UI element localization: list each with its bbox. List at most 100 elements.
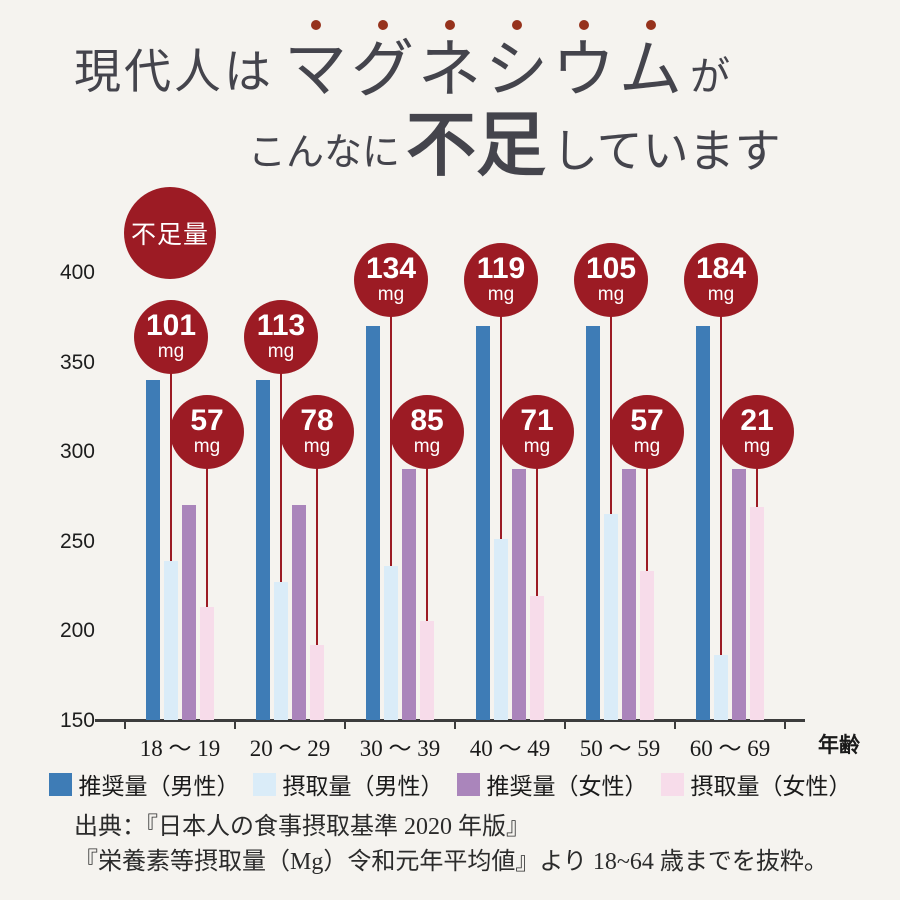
female-deficiency-value: 21 [740, 404, 774, 438]
y-axis-label: 400 [59, 261, 95, 284]
bar-series-1-group-2 [384, 565, 398, 720]
female-deficiency-unit: mg [303, 436, 331, 458]
x-axis-title: 年齢 [818, 733, 860, 757]
legend-swatch-icon [48, 772, 72, 796]
bar-series-0-group-2 [366, 325, 380, 720]
male-deficiency-value: 184 [695, 252, 747, 286]
deficiency-badge-label: 不足量 [130, 222, 209, 249]
bar-series-1-group-5 [714, 655, 728, 720]
male-deficiency-unit: mg [377, 284, 405, 306]
female-deficiency-unit: mg [193, 436, 221, 458]
female-deficiency-circle: 85 mg [390, 395, 464, 469]
emphasized-char: ネ [418, 20, 481, 102]
male-deficiency-value: 134 [365, 252, 417, 286]
bar-series-1-group-1 [274, 582, 288, 720]
legend-item-2: 推奨量（女性） [456, 767, 648, 801]
female-deficiency-connector [756, 432, 758, 507]
bar-series-2-group-3 [512, 469, 526, 720]
bar-series-1-group-4 [604, 513, 618, 720]
bar-series-0-group-4 [586, 325, 600, 720]
bar-series-3-group-5 [750, 506, 764, 720]
bar-series-3-group-0 [200, 607, 214, 720]
female-deficiency-connector [646, 432, 648, 572]
bar-series-0-group-0 [146, 379, 160, 720]
title-shiteimasu: しています [552, 126, 781, 177]
male-deficiency-unit: mg [707, 284, 735, 306]
title-emphasized-word: マグネシウム [282, 20, 684, 102]
bar-series-1-group-0 [164, 560, 178, 720]
source-line-2: 『栄養素等摂取量（Mg）令和元年平均値』より 18~64 歳までを抜粋。 [74, 848, 828, 875]
x-axis-tick [344, 720, 346, 729]
emphasized-char: マ [284, 20, 347, 102]
legend-label: 推奨量（女性） [486, 774, 648, 799]
source-note: 出典：『日本人の食事摂取基準 2020 年版』 『栄養素等摂取量（Mg）令和元年… [74, 810, 828, 880]
emphasized-char: ム [619, 20, 682, 102]
x-axis-tick [674, 720, 676, 729]
x-axis-category: 60 ～ 69 [689, 736, 771, 761]
emphasis-dot-icon [578, 20, 589, 30]
male-deficiency-unit: mg [597, 284, 625, 306]
emphasis-dot-icon [645, 20, 656, 30]
female-deficiency-value: 71 [520, 404, 554, 438]
female-deficiency-unit: mg [413, 436, 441, 458]
legend-label: 推奨量（男性） [78, 774, 240, 799]
title-line-2: こんなに 不足 しています [248, 112, 781, 182]
emphasized-char: ウ [552, 20, 615, 102]
legend-swatch-icon [456, 772, 480, 796]
bar-series-2-group-2 [402, 469, 416, 720]
x-axis-tick [234, 720, 236, 729]
y-axis-label: 250 [59, 529, 95, 553]
male-deficiency-connector [500, 280, 502, 539]
bar-series-0-group-3 [476, 325, 490, 720]
emphasized-char: グ [351, 20, 414, 102]
title-konnani: こんなに [248, 132, 401, 174]
y-axis-label: 200 [59, 619, 95, 643]
male-deficiency-circle: 113 mg [244, 300, 318, 374]
bar-series-2-group-4 [622, 469, 636, 720]
female-deficiency-circle: 78 mg [280, 395, 354, 469]
male-deficiency-circle: 184 mg [684, 243, 758, 317]
male-deficiency-connector [280, 337, 282, 583]
x-axis-category: 40 ～ 49 [469, 736, 551, 761]
y-axis-label: 300 [59, 440, 95, 464]
bar-series-2-group-5 [732, 469, 746, 720]
legend-item-3: 摂取量（女性） [660, 767, 852, 801]
legend-swatch-icon [252, 772, 276, 796]
male-deficiency-value: 101 [145, 309, 197, 343]
emphasized-glyph: ウ [552, 35, 615, 105]
x-axis-tick [454, 720, 456, 729]
x-axis-category: 18 ～ 19 [139, 736, 221, 761]
emphasis-dot-icon [377, 20, 388, 30]
x-axis-category: 30 ～ 39 [359, 736, 441, 761]
y-axis-label: 150 [59, 709, 95, 732]
source-line-1: 出典：『日本人の食事摂取基準 2020 年版』 [74, 814, 530, 840]
bar-series-1-group-3 [494, 539, 508, 720]
female-deficiency-unit: mg [523, 436, 551, 458]
legend-item-0: 推奨量（男性） [48, 767, 240, 801]
emphasis-dot-icon [511, 20, 522, 30]
bar-series-2-group-1 [292, 504, 306, 720]
title-prefix: 現代人は [74, 47, 274, 99]
x-axis-line [95, 719, 805, 722]
male-deficiency-connector [720, 280, 722, 656]
female-deficiency-unit: mg [633, 436, 661, 458]
chart-legend: 推奨量（男性） 摂取量（男性） 推奨量（女性） 摂取量（女性） [0, 767, 900, 801]
legend-swatch-icon [660, 772, 684, 796]
x-axis-tick [564, 720, 566, 729]
emphasized-char: シ [485, 20, 548, 102]
female-deficiency-connector [536, 432, 538, 597]
legend-item-1: 摂取量（男性） [252, 767, 444, 801]
emphasized-glyph: グ [351, 35, 414, 105]
bar-series-0-group-5 [696, 325, 710, 720]
male-deficiency-connector [610, 280, 612, 514]
male-deficiency-circle: 134 mg [354, 243, 428, 317]
female-deficiency-value: 85 [410, 404, 444, 438]
bar-series-3-group-2 [420, 621, 434, 720]
emphasized-glyph: シ [485, 35, 548, 105]
male-deficiency-value: 119 [476, 252, 526, 286]
x-axis-category: 20 ～ 29 [249, 736, 331, 761]
female-deficiency-circle: 57 mg [610, 395, 684, 469]
male-deficiency-circle: 119 mg [464, 243, 538, 317]
male-deficiency-value: 113 [256, 309, 306, 343]
